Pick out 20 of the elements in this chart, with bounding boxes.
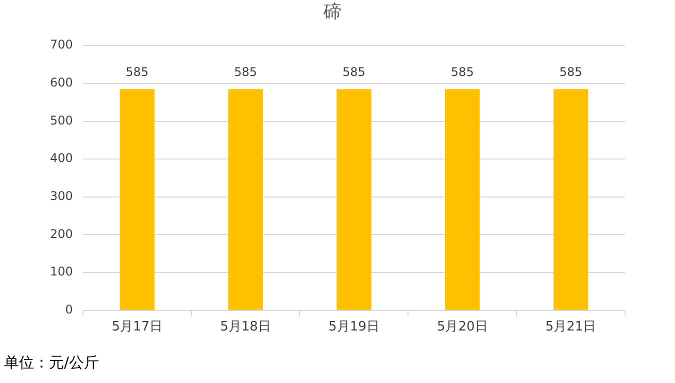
y-tick-label: 200 <box>50 226 73 241</box>
y-tick-label: 400 <box>50 151 73 166</box>
chart-title: 碲 <box>322 1 342 22</box>
text: 单位：元/公斤 <box>4 353 100 372</box>
y-tick-label: 300 <box>50 189 73 204</box>
y-tick-label: 500 <box>50 113 73 128</box>
y-tick-label: 700 <box>50 38 73 52</box>
x-tick-label: 5月19日 <box>328 320 380 335</box>
data-label: 585 <box>126 65 149 80</box>
x-tick-label: 5月18日 <box>220 320 271 335</box>
y-tick-label: 0 <box>65 302 73 317</box>
data-label: 585 <box>559 65 582 80</box>
x-tick-label: 5月20日 <box>436 320 488 335</box>
data-label: 585 <box>234 65 257 80</box>
data-label: 585 <box>450 65 474 80</box>
x-tick-label: 5月21日 <box>545 320 596 335</box>
x-tick-label: 5月17日 <box>112 320 163 335</box>
y-tick-label: 100 <box>50 264 73 279</box>
data-label: 585 <box>342 65 366 80</box>
y-tick-label: 600 <box>50 76 73 90</box>
